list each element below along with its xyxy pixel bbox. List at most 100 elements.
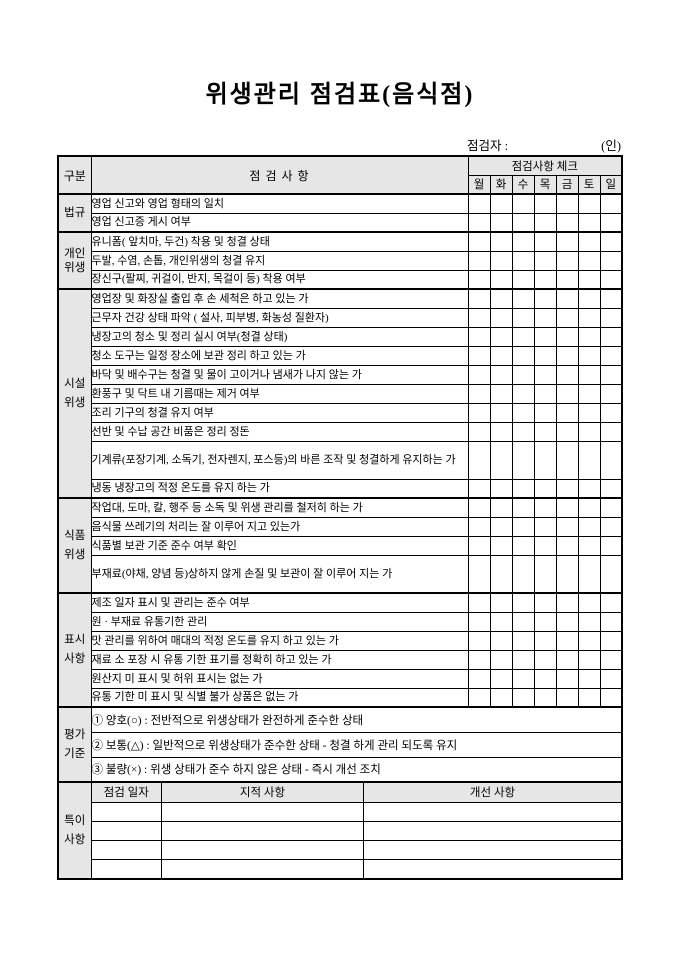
notes-empty-cell <box>92 858 162 878</box>
checklist-item: 식품별 보관 기준 준수 여부 확인 <box>90 535 469 556</box>
checklist-item: 유통 기한 미 표시 및 식별 불가 상품은 없는 가 <box>90 687 469 708</box>
day-check-cell <box>577 554 601 594</box>
checklist-item: 작업대, 도마, 칼, 행주 등 소독 및 위생 관리를 철저히 하는 가 <box>90 497 469 518</box>
notes-column-improvement: 개선 사항 <box>363 784 622 803</box>
day-check-cell <box>577 193 601 214</box>
day-check-cell <box>555 592 579 613</box>
day-check-cell <box>555 630 579 651</box>
day-check-cell <box>599 364 623 385</box>
day-header-sat: 토 <box>577 174 601 195</box>
checklist-item: 선반 및 수납 공간 비품은 정리 정돈 <box>90 421 469 442</box>
day-check-cell <box>489 668 513 689</box>
day-check-cell <box>467 364 491 385</box>
day-check-cell <box>599 326 623 347</box>
day-check-cell <box>555 535 579 556</box>
day-check-cell <box>555 497 579 518</box>
day-check-cell <box>489 611 513 632</box>
day-check-cell <box>511 478 535 499</box>
day-check-cell <box>533 668 557 689</box>
day-check-cell <box>555 269 579 290</box>
notes-empty-cell <box>161 839 364 860</box>
day-check-cell <box>577 592 601 613</box>
day-check-cell <box>511 193 535 214</box>
day-check-cell <box>577 630 601 651</box>
day-check-cell <box>533 288 557 309</box>
day-check-cell <box>467 592 491 613</box>
day-check-cell <box>577 497 601 518</box>
day-header-wed: 수 <box>511 174 535 195</box>
day-check-cell <box>489 478 513 499</box>
checklist-item: 기계류(포장기계, 소독기, 전자렌지, 포스등)의 바른 조작 및 청결하게 … <box>90 440 469 480</box>
day-check-cell <box>533 592 557 613</box>
column-header-check: 점검사항 체크 <box>467 155 623 176</box>
day-check-cell <box>467 421 491 442</box>
checklist-item: 근무자 건강 상태 파악 ( 설사, 피부병, 화농성 질환자) <box>90 307 469 328</box>
day-check-cell <box>467 630 491 651</box>
day-check-cell <box>467 383 491 404</box>
evaluation-criterion: ③ 불량(×) : 위생 상태가 준수 하지 않은 상태 - 즉시 개선 조치 <box>90 756 623 783</box>
notes-empty-cell <box>161 820 364 841</box>
day-check-cell <box>511 383 535 404</box>
day-header-fri: 금 <box>555 174 579 195</box>
day-check-cell <box>511 326 535 347</box>
day-check-cell <box>511 269 535 290</box>
day-check-cell <box>599 497 623 518</box>
day-check-cell <box>555 554 579 594</box>
day-check-cell <box>599 592 623 613</box>
day-check-cell <box>555 687 579 708</box>
day-check-cell <box>467 250 491 271</box>
checklist-item: 음식물 쓰레기의 처리는 잘 이루어 지고 있는가 <box>90 516 469 537</box>
day-header-tue: 화 <box>489 174 513 195</box>
day-check-cell <box>555 421 579 442</box>
day-check-cell <box>511 535 535 556</box>
hygiene-checklist-table: 구분 점 검 사 항 점검사항 체크 월 화 수 목 금 토 일 법규 영업 신… <box>57 155 624 880</box>
day-check-cell <box>533 649 557 670</box>
day-check-cell <box>533 364 557 385</box>
page-title: 위생관리 점검표(음식점) <box>205 82 475 108</box>
checklist-item: 영업 신고와 영업 형태의 일치 <box>90 193 469 214</box>
day-check-cell <box>511 668 535 689</box>
day-check-cell <box>533 687 557 708</box>
day-check-cell <box>577 402 601 423</box>
day-check-cell <box>577 421 601 442</box>
day-check-cell <box>467 554 491 594</box>
day-check-cell <box>599 554 623 594</box>
day-check-cell <box>555 250 579 271</box>
day-check-cell <box>599 668 623 689</box>
day-check-cell <box>577 326 601 347</box>
day-check-cell <box>511 345 535 366</box>
checklist-item: 청소 도구는 일정 장소에 보관 정리 하고 있는 가 <box>90 345 469 366</box>
day-check-cell <box>511 630 535 651</box>
day-check-cell <box>599 421 623 442</box>
day-check-cell <box>555 326 579 347</box>
inspector-line: 점검자 : (인) <box>467 135 621 154</box>
checklist-item: 환풍구 및 닥트 내 기름때는 제거 여부 <box>90 383 469 404</box>
day-check-cell <box>511 212 535 233</box>
checklist-item: 바닥 및 배수구는 청결 및 물이 고이거나 냄새가 나지 않는 가 <box>90 364 469 385</box>
inspector-seal-label: (인) <box>601 139 621 153</box>
day-check-cell <box>577 231 601 252</box>
notes-column-issue: 지적 사항 <box>161 784 364 803</box>
day-check-cell <box>467 440 491 480</box>
section-label-labeling: 표시사항 <box>57 592 92 708</box>
checklist-item: 냉동 냉장고의 적정 온도를 유지 하는 가 <box>90 478 469 499</box>
day-check-cell <box>533 212 557 233</box>
day-check-cell <box>511 440 535 480</box>
day-check-cell <box>599 231 623 252</box>
checklist-item: 두발, 수염, 손톱, 개인위생의 청결 유지 <box>90 250 469 271</box>
day-check-cell <box>555 516 579 537</box>
notes-empty-cell <box>363 801 622 822</box>
day-check-cell <box>467 478 491 499</box>
day-check-cell <box>533 269 557 290</box>
day-check-cell <box>577 649 601 670</box>
day-check-cell <box>577 269 601 290</box>
notes-empty-cell <box>161 801 364 822</box>
day-check-cell <box>577 364 601 385</box>
day-check-cell <box>533 307 557 328</box>
day-check-cell <box>511 592 535 613</box>
checklist-item: 냉장고의 청소 및 정리 실시 여부(청결 상태) <box>90 326 469 347</box>
day-check-cell <box>489 687 513 708</box>
day-check-cell <box>533 193 557 214</box>
day-check-cell <box>577 687 601 708</box>
notes-empty-cell <box>92 820 162 841</box>
